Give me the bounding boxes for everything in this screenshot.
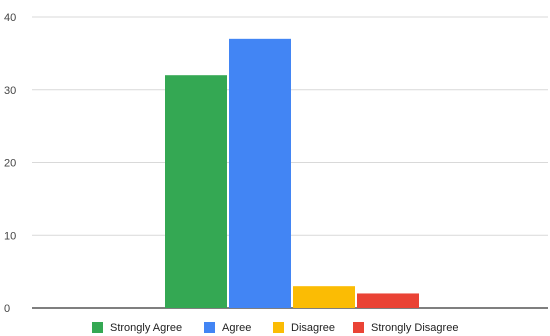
legend-swatch bbox=[353, 322, 364, 333]
legend-label: Strongly Disagree bbox=[371, 322, 458, 334]
y-tick-label: 20 bbox=[4, 158, 16, 170]
bar-disagree bbox=[293, 286, 355, 308]
y-axis-ticks: 0 10 20 30 40 bbox=[4, 12, 16, 315]
bars bbox=[165, 38, 419, 308]
bar-strongly-agree bbox=[165, 75, 227, 308]
y-tick-label: 0 bbox=[4, 303, 10, 315]
legend-swatch bbox=[92, 322, 103, 333]
y-tick-label: 30 bbox=[4, 85, 16, 97]
legend-label: Strongly Agree bbox=[110, 322, 182, 334]
y-tick-label: 40 bbox=[4, 12, 16, 24]
y-tick-label: 10 bbox=[4, 230, 16, 242]
legend-label: Agree bbox=[222, 322, 251, 334]
legend: Strongly Agree Agree Disagree Strongly Disa… bbox=[92, 322, 458, 334]
bar-agree bbox=[229, 38, 291, 308]
legend-label: Disagree bbox=[291, 322, 335, 334]
bar-strongly-disagree bbox=[357, 293, 419, 308]
legend-swatch bbox=[273, 322, 284, 333]
legend-swatch bbox=[204, 322, 215, 333]
